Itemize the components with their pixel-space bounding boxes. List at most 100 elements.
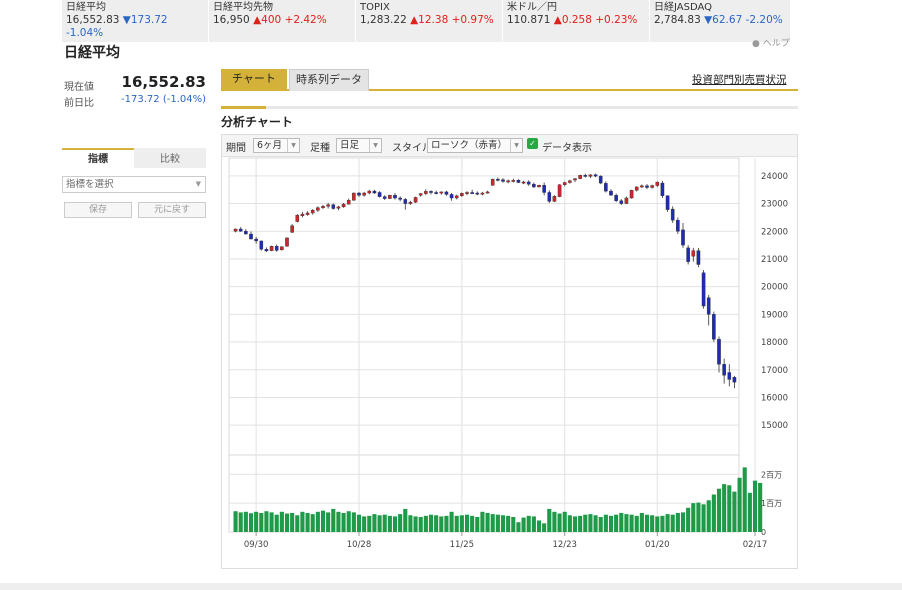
section-divider (221, 106, 798, 109)
volume-bar (727, 485, 732, 532)
volume-bar (737, 477, 742, 532)
style-label: スタイル (392, 143, 432, 154)
volume-bar (341, 512, 346, 532)
volume-bar (254, 511, 259, 532)
volume-bar (310, 514, 315, 532)
price-change-label: 前日比 (64, 98, 94, 109)
volume-bar (408, 515, 413, 532)
candle-body (408, 201, 413, 204)
volume-tick-label: 2百万 (761, 470, 782, 479)
volume-bar (315, 511, 320, 532)
volume-bar (670, 514, 675, 532)
candle-body (501, 179, 505, 182)
price-tick-label: 16000 (761, 393, 788, 403)
volume-bar (470, 515, 475, 532)
ticker-value: 16,950 (213, 14, 250, 26)
tab-compare[interactable]: 比較 (134, 148, 206, 168)
style-select[interactable]: ローソク（赤青） ▼ (427, 138, 523, 153)
candle-body (336, 206, 341, 209)
period-select[interactable]: 6ヶ月 ▼ (253, 138, 300, 153)
candle-body (562, 182, 567, 185)
volume-bar (485, 512, 490, 532)
candle-body (388, 195, 392, 199)
ticker-name: 日経平均先物 (213, 2, 273, 13)
price-tick-label: 17000 (761, 366, 788, 376)
ticker-value: 16,552.83 (66, 14, 120, 26)
ticker-percent: +0.23% (595, 14, 638, 26)
volume-bar (650, 515, 655, 532)
save-button[interactable]: 保存 (64, 202, 132, 218)
tab-indicator[interactable]: 指標 (62, 148, 134, 168)
candle-body (321, 206, 325, 208)
volume-bar (500, 515, 506, 532)
volume-bar (722, 484, 727, 532)
ticker-change: ▲400 (253, 14, 282, 26)
volume-bar (320, 510, 326, 532)
volume-bar (536, 520, 542, 532)
volume-bar (346, 511, 351, 532)
volume-bar (542, 523, 547, 532)
volume-bar (578, 515, 583, 532)
volume-bar (295, 515, 300, 532)
indicator-tabs: 指標 比較 (62, 148, 206, 168)
volume-bar (351, 512, 356, 532)
volume-bar (562, 511, 567, 532)
period-label: 期間 (226, 143, 246, 154)
ticker-item[interactable]: 日経平均先物 16,950 ▲400 +2.42% (209, 0, 355, 42)
candle-body (259, 240, 264, 250)
volume-bar (264, 511, 269, 532)
candle-body (557, 184, 562, 197)
reset-button[interactable]: 元に戻す (138, 202, 206, 218)
volume-bar (284, 513, 290, 532)
candle-body (439, 191, 444, 194)
volume-bar (418, 517, 423, 532)
ticker-change: ▼62.67 (704, 14, 743, 26)
candle-body (233, 228, 238, 232)
data-display-checkbox[interactable]: ✓ (527, 138, 538, 149)
ticker-item[interactable]: TOPIX 1,283.22 ▲12.38 +0.97% (356, 0, 502, 42)
volume-bar (567, 515, 572, 532)
chevron-down-icon: ▼ (369, 139, 381, 152)
volume-bar (367, 515, 372, 532)
ticker-strip: 日経平均 16,552.83 ▼173.72 -1.04% 日経平均先物 16,950… (62, 0, 791, 42)
candle-body (496, 178, 500, 181)
candle-body (249, 233, 253, 240)
investor-trading-link[interactable]: 投資部門別売買状況 (692, 74, 787, 86)
style-select-value: ローソク（赤青） (431, 140, 508, 151)
ticker-percent: +0.97% (451, 14, 494, 26)
volume-bar (593, 515, 598, 532)
interval-select[interactable]: 日足 ▼ (336, 138, 382, 153)
ticker-item[interactable]: 米ドル／円 110.871 ▲0.258 +0.23% (503, 0, 649, 42)
volume-bar (459, 515, 464, 532)
volume-bar (439, 516, 444, 532)
page-title: 日経平均 (64, 45, 120, 61)
volume-bar (243, 511, 248, 532)
volume-bar (434, 515, 439, 532)
date-tick-label: 01/20 (645, 540, 670, 550)
candle-body (578, 175, 582, 179)
volume-bar (531, 516, 536, 532)
candle-body (573, 178, 577, 181)
period-select-value: 6ヶ月 (257, 140, 283, 151)
candle-body (552, 196, 557, 202)
volume-bar (711, 494, 716, 532)
price-change-value: -173.72 (-1.04%) (121, 94, 206, 105)
volume-bar (398, 514, 403, 532)
tab-chart[interactable]: チャート (221, 69, 287, 91)
volume-bar (238, 512, 243, 532)
ticker-item[interactable]: 日経平均 16,552.83 ▼173.72 -1.04% (62, 0, 208, 42)
volume-bar (629, 514, 634, 532)
help-link[interactable]: ● ヘルプ (752, 36, 790, 49)
volume-bar (377, 515, 382, 532)
indicator-select-label: 指標を選択 (66, 179, 114, 190)
indicator-select[interactable]: 指標を選択 ▼ (62, 176, 206, 193)
volume-bar (552, 511, 557, 532)
ticker-quote: 110.871 ▲0.258 +0.23% (507, 14, 645, 27)
interval-select-value: 日足 (340, 140, 360, 151)
candle-body (696, 250, 701, 265)
volume-bar (742, 467, 747, 532)
volume-bar (248, 513, 254, 532)
ticker-item[interactable]: 日経JASDAQ 2,784.83 ▼62.67 -2.20% (650, 0, 790, 42)
tab-timeseries[interactable]: 時系列データ (289, 69, 369, 91)
candle-body (480, 192, 485, 195)
